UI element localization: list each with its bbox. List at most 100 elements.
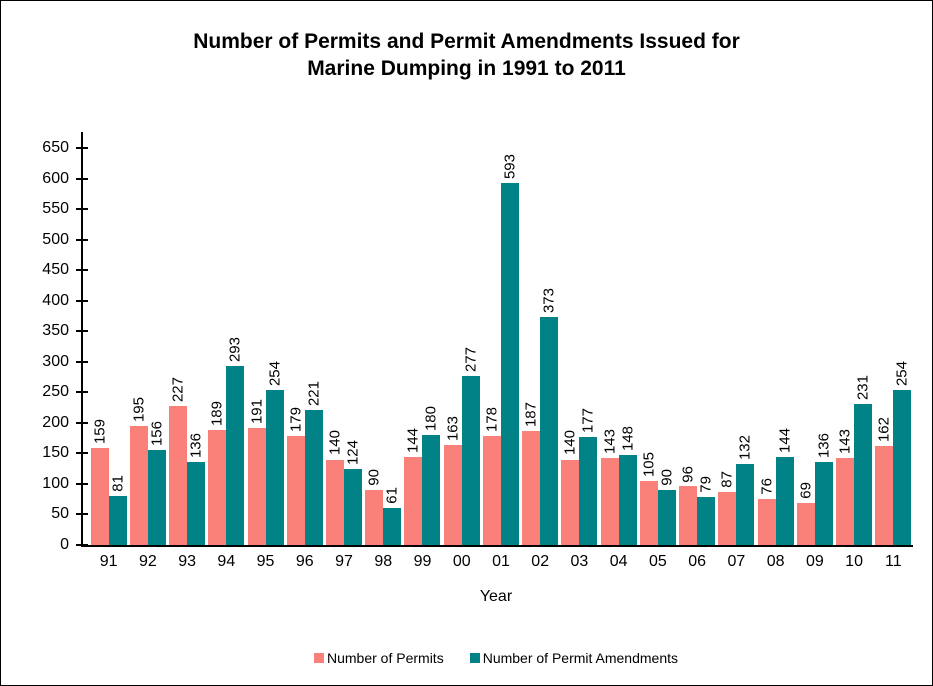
bar-group-05: 105 90: [638, 148, 677, 545]
bar: 76: [757, 478, 776, 545]
bar: 144: [404, 428, 423, 545]
plot-area: 159 81 195 156 227 136 189 293 191 254 179 221 140 12…: [42, 132, 913, 570]
bar: 254: [893, 361, 912, 545]
bar-value-label: 254: [266, 360, 284, 386]
y-tick-label: 100: [42, 474, 69, 492]
bar: 140: [561, 430, 580, 545]
x-tick-label: 11: [885, 553, 902, 570]
bar-value-label: 162: [875, 417, 893, 443]
bar-value-label: 143: [601, 428, 619, 454]
bar-group-95: 191 254: [246, 148, 285, 545]
bar-value-label: 180: [422, 406, 440, 432]
bar-value-label: 136: [815, 432, 833, 458]
bar: 593: [500, 154, 519, 545]
bar-value-label: 87: [718, 471, 736, 488]
bar-value-label: 79: [697, 476, 715, 493]
legend-swatch-permits: [314, 653, 324, 663]
x-axis-labels: 91 92 93 94 95 96 97 98 99 00 01 02 03 04 05 06 07 08 09 10…: [83, 553, 913, 571]
bar: 79: [697, 476, 716, 545]
bar-group-00: 163 277: [442, 148, 481, 545]
bars-row: 159 81 195 156 227 136 189 293 191 254 179 221 140 12…: [83, 148, 913, 545]
chart-title: Number of Permits and Permit Amendments …: [193, 30, 740, 80]
bar-value-label: 227: [169, 377, 187, 403]
y-tick-mark: [76, 299, 88, 302]
x-tick-label: 97: [335, 553, 353, 570]
bar-value-label: 231: [854, 374, 872, 400]
x-tick-label: 05: [649, 553, 667, 570]
y-tick-label: 450: [42, 261, 69, 279]
y-tick-label: 500: [42, 230, 69, 248]
bar-value-label: 136: [187, 432, 205, 458]
y-tick-label: 250: [42, 383, 69, 401]
y-tick-label: 650: [42, 139, 69, 156]
bar: 143: [836, 429, 855, 545]
bar-value-label: 293: [226, 337, 244, 363]
y-tick-label: 0: [60, 536, 69, 553]
y-tick-mark: [76, 513, 88, 516]
x-tick-label: 98: [374, 553, 393, 570]
bar: 180: [422, 406, 441, 545]
bar-value-label: 144: [776, 428, 794, 454]
bar: 189: [208, 401, 227, 545]
bar: 148: [618, 426, 637, 545]
x-tick-label: 95: [256, 553, 275, 570]
bar: 136: [814, 433, 833, 545]
bar: 159: [90, 419, 109, 545]
y-tick-mark: [76, 482, 88, 485]
x-tick-label: 08: [766, 553, 785, 570]
bar-group-11: 162 254: [874, 148, 913, 545]
bar: 124: [344, 440, 363, 545]
bar: 277: [461, 347, 480, 545]
bar: 105: [639, 452, 658, 545]
bar-value-label: 277: [462, 346, 480, 372]
y-tick-mark: [76, 269, 88, 272]
bar: 140: [326, 430, 345, 545]
bar-value-label: 90: [365, 469, 383, 487]
bar-value-label: 189: [208, 400, 226, 426]
y-tick-mark: [76, 391, 88, 394]
bar: 162: [875, 417, 894, 545]
y-tick-label: 550: [42, 200, 69, 218]
y-tick-mark: [76, 452, 88, 455]
x-tick-label: 09: [805, 553, 824, 570]
bar-group-01: 178 593: [481, 148, 520, 545]
bar: 87: [718, 471, 737, 545]
y-tick-mark: [76, 421, 88, 424]
bar-value-label: 179: [287, 406, 305, 432]
bar-group-10: 143 231: [834, 148, 873, 545]
bar: 178: [482, 407, 501, 545]
bar-group-09: 69 136: [795, 148, 834, 545]
y-tick-label: 200: [42, 413, 69, 431]
bar-value-label: 593: [501, 153, 519, 179]
bar-value-label: 76: [758, 477, 776, 495]
y-tick-mark: [76, 330, 88, 333]
bar-group-03: 140 177: [560, 148, 599, 545]
bar: 191: [247, 399, 266, 545]
bar-group-97: 140 124: [324, 148, 363, 545]
bar-value-label: 90: [658, 469, 676, 487]
bar-value-label: 373: [540, 288, 558, 314]
bar: 136: [187, 433, 206, 545]
x-tick-label: 93: [178, 553, 196, 570]
bar-value-label: 144: [404, 428, 422, 454]
y-tick-label: 350: [42, 322, 69, 340]
bar: 61: [383, 487, 402, 545]
bar: 177: [579, 408, 598, 545]
bar: 227: [169, 377, 188, 545]
bar-group-99: 144 180: [403, 148, 442, 545]
bar-group-98: 90 61: [364, 148, 403, 545]
legend: Number of Permits Number of Permit Amend…: [81, 650, 911, 666]
x-axis-title: Year: [479, 588, 513, 605]
bar: 156: [147, 421, 166, 545]
y-tick-mark: [76, 177, 88, 180]
y-tick-mark: [76, 147, 88, 149]
bar-value-label: 148: [619, 425, 637, 451]
bar: 195: [129, 397, 148, 545]
bar: 373: [540, 288, 559, 545]
bar-value-label: 191: [248, 399, 266, 425]
bar-value-label: 177: [579, 407, 597, 433]
bar: 81: [108, 475, 127, 545]
bar: 96: [679, 466, 698, 545]
bar: 90: [657, 469, 676, 545]
